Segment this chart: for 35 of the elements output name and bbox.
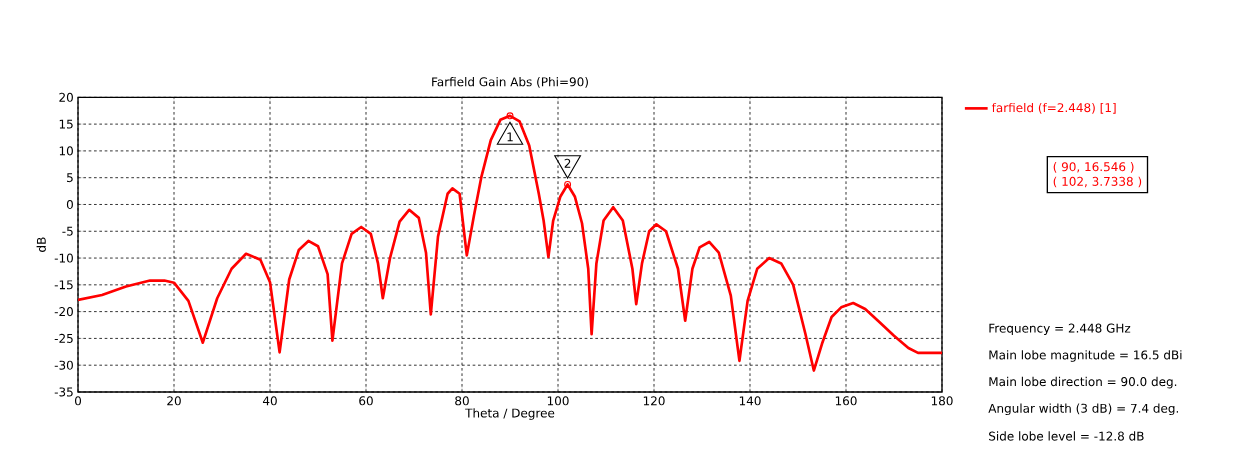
x-tick-label: 180 (931, 396, 953, 406)
x-tick-label: 100 (547, 396, 569, 406)
x-tick-label: 0 (74, 396, 82, 406)
text: ( 90, 16.546 ) (1053, 161, 1134, 173)
x-tick-label: 60 (359, 396, 373, 406)
y-tick-label: 15 (59, 119, 73, 129)
y-tick-label: -15 (54, 280, 73, 290)
text: ( 102, 3.7338 ) (1053, 176, 1142, 188)
text: Main lobe magnitude = 16.5 dBi (989, 350, 1182, 362)
y-tick-label: -30 (54, 360, 73, 370)
y-tick-label: 20 (59, 92, 73, 102)
annotation: 2 (564, 158, 571, 168)
y-tick-label: 10 (59, 146, 73, 156)
y-tick-label: -25 (54, 333, 73, 343)
x-tick-label: 80 (455, 396, 469, 406)
y-tick-label: -10 (54, 253, 73, 263)
text: Side lobe level = -12.8 dB (989, 431, 1144, 441)
x-tick-label: 140 (739, 396, 761, 406)
y-tick-label: 0 (66, 199, 73, 210)
y-tick-label: 5 (67, 173, 73, 183)
x-tick-label: 20 (167, 396, 181, 406)
y-axis-title: dB (36, 237, 46, 252)
x-axis-title: Theta / Degree (465, 408, 555, 420)
y-tick-label: -20 (54, 307, 73, 317)
text: Main lobe direction = 90.0 deg. (989, 376, 1177, 389)
text: Frequency = 2.448 GHz (989, 323, 1131, 336)
chart-title: Farfield Gain Abs (Phi=90) (432, 77, 588, 88)
x-tick-label: 120 (643, 396, 665, 406)
x-tick-label: 40 (262, 396, 277, 406)
annotation: 1 (507, 132, 513, 142)
text: Angular width (3 dB) = 7.4 deg. (988, 403, 1179, 416)
y-tick-label: -35 (54, 387, 73, 397)
legend-label: farfield (f=2.448) [1] (991, 102, 1116, 114)
x-tick-label: 160 (835, 396, 857, 406)
y-tick-label: -5 (62, 226, 73, 236)
